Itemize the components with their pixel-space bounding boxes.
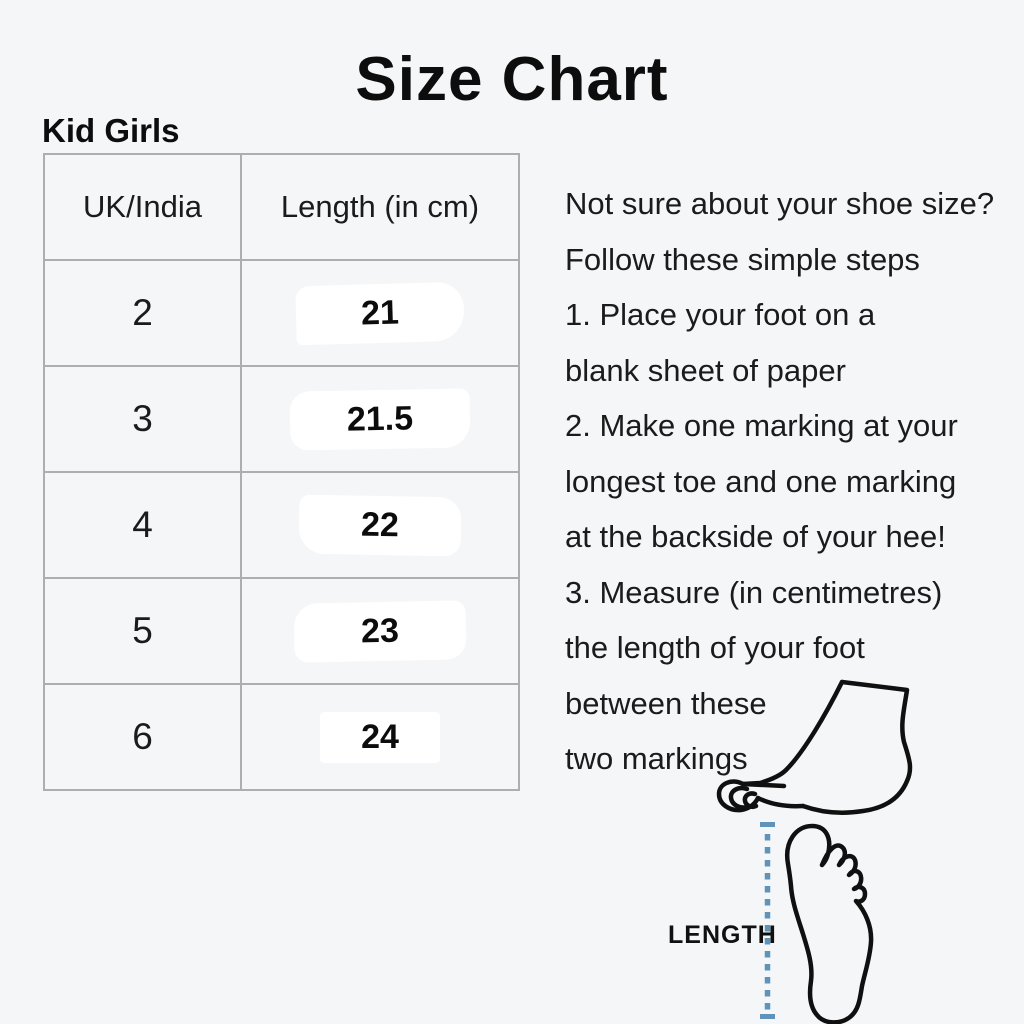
instruction-line: Follow these simple steps: [565, 241, 920, 277]
table-row: 6 24: [43, 683, 520, 791]
column-header-uk-india: UK/India: [43, 153, 242, 261]
length-cell: 21.5: [240, 365, 520, 473]
length-value: 24: [320, 711, 440, 763]
length-value: 21.5: [289, 387, 471, 451]
table-header-row: UK/India Length (in cm): [43, 153, 520, 261]
instruction-line: between these: [565, 685, 767, 721]
instruction-line: 1. Place your foot on a: [565, 297, 876, 332]
uk-india-size: 3: [43, 365, 242, 473]
column-header-length: Length (in cm): [240, 153, 520, 261]
uk-india-size: 5: [43, 577, 242, 685]
length-label: LENGTH: [668, 921, 777, 949]
uk-india-size: 6: [43, 683, 242, 791]
instruction-line: blank sheet of paper: [565, 352, 846, 388]
instruction-line: 3. Measure (in centimetres): [565, 574, 943, 610]
instruction-line: Not sure about your shoe size?: [565, 186, 995, 221]
instruction-line: longest toe and one marking: [565, 463, 957, 499]
table-row: 3 21.5: [43, 365, 520, 473]
length-cell: 21: [240, 259, 520, 367]
foot-side-icon: [716, 679, 913, 815]
uk-india-size: 4: [43, 471, 242, 579]
page-title: Size Chart: [355, 45, 669, 114]
uk-india-size: 2: [43, 259, 242, 367]
foot-sole-icon: [784, 823, 874, 1024]
length-dashed-line-icon: [760, 822, 775, 1019]
length-value: 22: [298, 494, 462, 556]
table-row: 2 21: [43, 259, 520, 367]
instruction-line: 2. Make one marking at your: [565, 408, 958, 443]
table-row: 4 22: [43, 471, 520, 579]
length-cell: 22: [240, 471, 520, 579]
length-value: 21: [295, 281, 465, 345]
length-value: 23: [293, 599, 467, 663]
instruction-line: two markings: [565, 741, 748, 776]
instruction-line: the length of your foot: [565, 630, 865, 665]
measuring-instructions: Not sure about your shoe size? Follow th…: [565, 176, 1024, 787]
table-row: 5 23: [43, 577, 520, 685]
size-table: UK/India Length (in cm) 2 21 3 21.5 4 22…: [43, 153, 520, 791]
length-cell: 24: [240, 683, 520, 791]
instruction-line: at the backside of your hee!: [565, 519, 946, 554]
length-cell: 23: [240, 577, 520, 685]
section-label-kid-girls: Kid Girls: [42, 112, 180, 149]
